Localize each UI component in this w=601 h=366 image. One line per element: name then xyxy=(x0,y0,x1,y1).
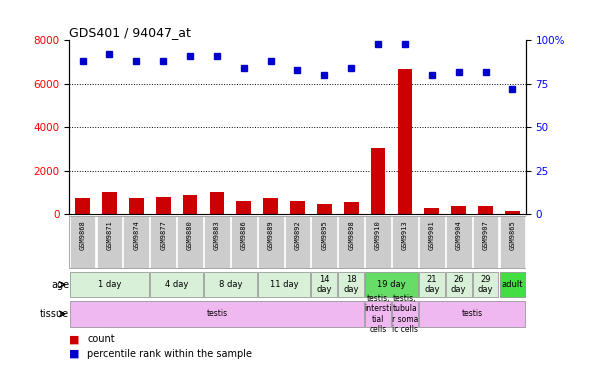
Text: GSM9892: GSM9892 xyxy=(294,220,300,250)
Text: percentile rank within the sample: percentile rank within the sample xyxy=(87,349,252,359)
Bar xyxy=(505,211,520,214)
Text: testis: testis xyxy=(462,309,483,318)
FancyBboxPatch shape xyxy=(258,216,284,269)
Text: GSM9895: GSM9895 xyxy=(322,220,328,250)
FancyBboxPatch shape xyxy=(365,272,418,298)
Bar xyxy=(236,201,251,214)
FancyBboxPatch shape xyxy=(150,216,176,269)
Text: 26
day: 26 day xyxy=(451,275,466,294)
Bar xyxy=(371,148,385,214)
Bar xyxy=(290,201,305,214)
Bar xyxy=(102,193,117,214)
Bar xyxy=(156,197,171,214)
FancyBboxPatch shape xyxy=(365,216,391,269)
Text: 4 day: 4 day xyxy=(165,280,188,289)
FancyBboxPatch shape xyxy=(419,272,445,298)
Text: GSM9913: GSM9913 xyxy=(402,220,408,250)
Bar xyxy=(263,198,278,214)
Text: GSM9907: GSM9907 xyxy=(483,220,489,250)
Text: 18
day: 18 day xyxy=(344,275,359,294)
Bar xyxy=(183,195,197,214)
Text: GSM9910: GSM9910 xyxy=(375,220,381,250)
Bar xyxy=(75,198,90,214)
Text: GSM9901: GSM9901 xyxy=(429,220,435,250)
FancyBboxPatch shape xyxy=(338,216,364,269)
FancyBboxPatch shape xyxy=(70,216,96,269)
FancyBboxPatch shape xyxy=(392,301,418,327)
FancyBboxPatch shape xyxy=(97,216,123,269)
Text: age: age xyxy=(51,280,69,290)
Text: GSM9865: GSM9865 xyxy=(510,220,516,250)
FancyBboxPatch shape xyxy=(392,216,418,269)
FancyBboxPatch shape xyxy=(231,216,257,269)
Text: GSM9883: GSM9883 xyxy=(214,220,220,250)
Text: 11 day: 11 day xyxy=(270,280,298,289)
Text: tissue: tissue xyxy=(40,309,69,319)
FancyBboxPatch shape xyxy=(472,272,498,298)
Text: 14
day: 14 day xyxy=(317,275,332,294)
Text: GSM9880: GSM9880 xyxy=(187,220,193,250)
Bar xyxy=(344,202,359,214)
FancyBboxPatch shape xyxy=(446,216,472,269)
FancyBboxPatch shape xyxy=(123,216,149,269)
Bar xyxy=(398,68,412,214)
Text: GSM9886: GSM9886 xyxy=(241,220,247,250)
Text: adult: adult xyxy=(502,280,523,289)
FancyBboxPatch shape xyxy=(365,301,391,327)
Bar xyxy=(478,206,493,214)
Text: GSM9904: GSM9904 xyxy=(456,220,462,250)
Text: GSM9877: GSM9877 xyxy=(160,220,166,250)
Text: 19 day: 19 day xyxy=(377,280,406,289)
FancyBboxPatch shape xyxy=(472,216,498,269)
FancyBboxPatch shape xyxy=(499,216,525,269)
FancyBboxPatch shape xyxy=(499,272,525,298)
Text: 29
day: 29 day xyxy=(478,275,493,294)
Text: 21
day: 21 day xyxy=(424,275,439,294)
FancyBboxPatch shape xyxy=(285,216,310,269)
Text: ■: ■ xyxy=(69,349,79,359)
FancyBboxPatch shape xyxy=(338,272,364,298)
Text: 1 day: 1 day xyxy=(98,280,121,289)
Text: count: count xyxy=(87,334,115,344)
Text: GSM9874: GSM9874 xyxy=(133,220,139,250)
Text: testis: testis xyxy=(206,309,227,318)
FancyBboxPatch shape xyxy=(204,216,230,269)
FancyBboxPatch shape xyxy=(311,272,337,298)
Text: testis,
intersti
tial
cells: testis, intersti tial cells xyxy=(364,294,392,334)
Bar xyxy=(451,206,466,214)
Bar xyxy=(129,198,144,214)
Bar xyxy=(317,204,332,214)
Text: GSM9898: GSM9898 xyxy=(348,220,354,250)
FancyBboxPatch shape xyxy=(150,272,203,298)
FancyBboxPatch shape xyxy=(204,272,257,298)
Text: testis,
tubula
r soma
ic cells: testis, tubula r soma ic cells xyxy=(392,294,418,334)
FancyBboxPatch shape xyxy=(258,272,310,298)
Text: ■: ■ xyxy=(69,334,79,344)
FancyBboxPatch shape xyxy=(419,301,525,327)
FancyBboxPatch shape xyxy=(70,301,364,327)
FancyBboxPatch shape xyxy=(177,216,203,269)
FancyBboxPatch shape xyxy=(70,272,149,298)
FancyBboxPatch shape xyxy=(419,216,445,269)
Text: 8 day: 8 day xyxy=(219,280,242,289)
FancyBboxPatch shape xyxy=(446,272,472,298)
Bar xyxy=(210,193,224,214)
Text: GSM9868: GSM9868 xyxy=(79,220,85,250)
Text: GDS401 / 94047_at: GDS401 / 94047_at xyxy=(69,26,191,39)
Text: GSM9871: GSM9871 xyxy=(106,220,112,250)
Bar xyxy=(424,208,439,214)
Text: GSM9889: GSM9889 xyxy=(267,220,273,250)
FancyBboxPatch shape xyxy=(311,216,337,269)
